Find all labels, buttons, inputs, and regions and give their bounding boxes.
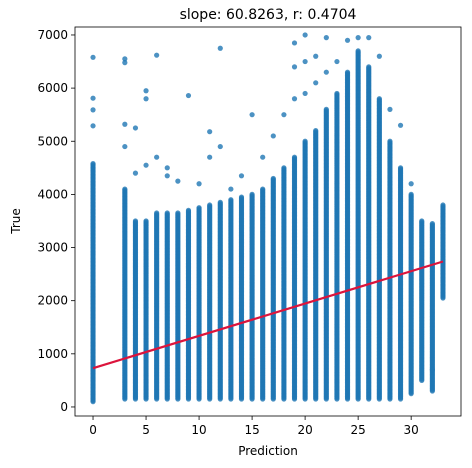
outlier-point	[143, 96, 149, 102]
data-point	[143, 218, 149, 224]
outlier-point	[132, 125, 139, 131]
outlier-point	[196, 181, 202, 187]
outlier-point	[249, 112, 255, 118]
outlier-point	[228, 186, 234, 192]
outlier-point	[291, 40, 298, 46]
data-point	[344, 69, 351, 75]
data-point	[164, 210, 170, 216]
outlier-point	[323, 69, 329, 75]
data-point	[323, 106, 329, 112]
data-point	[228, 197, 234, 203]
outlier-point	[122, 56, 128, 62]
outlier-point	[154, 52, 160, 58]
outlier-point	[291, 96, 298, 102]
outlier-point	[164, 173, 170, 179]
outlier-point	[122, 60, 128, 66]
outlier-point	[154, 154, 160, 160]
outlier-point	[122, 143, 128, 150]
outlier-point	[132, 170, 139, 176]
points-layer	[90, 32, 446, 405]
data-point	[196, 205, 202, 211]
outlier-point	[270, 133, 276, 139]
data-point	[154, 210, 160, 216]
outlier-point	[217, 45, 223, 51]
outlier-point	[291, 64, 298, 70]
data-point	[281, 165, 287, 171]
outlier-point	[143, 88, 149, 94]
outlier-point	[207, 154, 213, 160]
outlier-point	[90, 95, 96, 101]
outlier-point	[90, 54, 96, 60]
outlier-point	[217, 143, 223, 150]
outlier-point	[90, 123, 96, 129]
outlier-point	[207, 129, 213, 135]
outlier-point	[302, 32, 308, 38]
outlier-point	[260, 154, 266, 160]
data-point	[207, 202, 213, 208]
data-point	[90, 160, 96, 167]
data-point	[313, 128, 319, 134]
outlier-point	[323, 35, 329, 41]
data-point	[217, 199, 223, 205]
outlier-point	[313, 53, 319, 59]
outlier-point	[302, 58, 308, 65]
outlier-point	[313, 80, 319, 86]
outlier-point	[344, 37, 351, 43]
data-point	[355, 48, 361, 54]
data-point	[260, 186, 266, 192]
chart-title: slope: 60.8263, r: 0.4704	[180, 7, 357, 23]
data-point	[334, 90, 340, 97]
data-point	[238, 194, 245, 200]
data-point	[302, 138, 308, 144]
outlier-point	[355, 35, 361, 41]
data-point	[291, 154, 298, 160]
outlier-point	[185, 92, 192, 99]
data-point	[175, 210, 181, 216]
outlier-point	[164, 165, 170, 171]
data-point	[185, 207, 192, 213]
data-point	[122, 186, 128, 192]
outlier-point	[302, 90, 308, 97]
outlier-point	[175, 178, 181, 184]
data-point	[270, 175, 276, 182]
outlier-point	[90, 107, 96, 113]
outlier-point	[122, 121, 128, 127]
outlier-point	[238, 173, 245, 179]
data-point	[249, 191, 255, 197]
data-point	[132, 218, 139, 224]
outlier-point	[334, 58, 340, 65]
outlier-point	[281, 112, 287, 118]
outlier-point	[143, 162, 149, 168]
